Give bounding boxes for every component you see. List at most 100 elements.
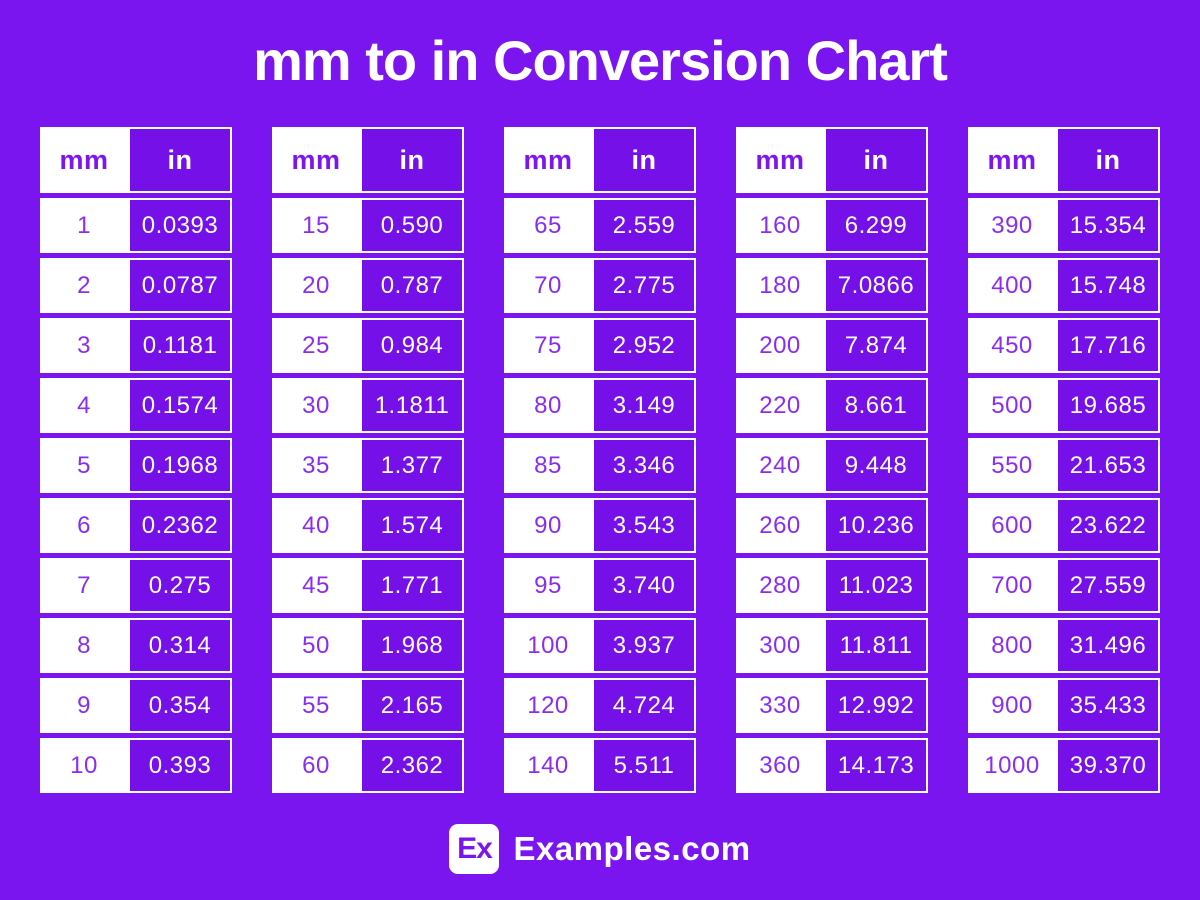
in-value-cell: 3.740 xyxy=(592,558,696,613)
mm-value-cell: 55 xyxy=(272,678,360,733)
examples-logo: Ex xyxy=(449,824,500,874)
conversion-table-5: mm in 390 15.354 400 15.748 450 17.716 500 19.685… xyxy=(968,127,1160,793)
mm-value-cell: 50 xyxy=(272,618,360,673)
mm-value-cell: 800 xyxy=(968,618,1056,673)
in-value-cell: 1.574 xyxy=(360,498,464,553)
in-value-cell: 0.2362 xyxy=(128,498,232,553)
in-value-cell: 0.275 xyxy=(128,558,232,613)
mm-value-cell: 100 xyxy=(504,618,592,673)
mm-value-cell: 6 xyxy=(40,498,128,553)
mm-value-cell: 360 xyxy=(736,738,824,793)
mm-value-cell: 1000 xyxy=(968,738,1056,793)
in-value-cell: 3.937 xyxy=(592,618,696,673)
in-value-cell: 15.748 xyxy=(1056,258,1160,313)
in-value-cell: 6.299 xyxy=(824,198,928,253)
in-value-cell: 1.771 xyxy=(360,558,464,613)
in-value-cell: 7.874 xyxy=(824,318,928,373)
in-value-cell: 0.393 xyxy=(128,738,232,793)
in-value-cell: 3.149 xyxy=(592,378,696,433)
mm-value-cell: 3 xyxy=(40,318,128,373)
mm-value-cell: 30 xyxy=(272,378,360,433)
in-column-header: in xyxy=(824,127,928,193)
in-value-cell: 17.716 xyxy=(1056,318,1160,373)
mm-value-cell: 4 xyxy=(40,378,128,433)
mm-value-cell: 500 xyxy=(968,378,1056,433)
in-value-cell: 4.724 xyxy=(592,678,696,733)
mm-value-cell: 140 xyxy=(504,738,592,793)
mm-value-cell: 90 xyxy=(504,498,592,553)
mm-value-cell: 700 xyxy=(968,558,1056,613)
mm-value-cell: 330 xyxy=(736,678,824,733)
mm-value-cell: 20 xyxy=(272,258,360,313)
in-value-cell: 2.559 xyxy=(592,198,696,253)
in-column-header: in xyxy=(1056,127,1160,193)
in-value-cell: 10.236 xyxy=(824,498,928,553)
in-value-cell: 7.0866 xyxy=(824,258,928,313)
in-value-cell: 0.0787 xyxy=(128,258,232,313)
in-value-cell: 1.1811 xyxy=(360,378,464,433)
in-column-header: in xyxy=(360,127,464,193)
mm-value-cell: 80 xyxy=(504,378,592,433)
mm-column-header: mm xyxy=(736,127,824,193)
in-value-cell: 0.1181 xyxy=(128,318,232,373)
in-value-cell: 2.775 xyxy=(592,258,696,313)
in-value-cell: 5.511 xyxy=(592,738,696,793)
in-value-cell: 0.590 xyxy=(360,198,464,253)
mm-value-cell: 200 xyxy=(736,318,824,373)
in-value-cell: 0.787 xyxy=(360,258,464,313)
mm-value-cell: 95 xyxy=(504,558,592,613)
conversion-table-4: mm in 160 6.299 180 7.0866 200 7.874 220 8.661 240… xyxy=(736,127,928,793)
mm-column-header: mm xyxy=(968,127,1056,193)
in-column-header: in xyxy=(592,127,696,193)
in-value-cell: 23.622 xyxy=(1056,498,1160,553)
conversion-table-1: mm in 1 0.0393 2 0.0787 3 0.1181 4 0.1574 5 0.1968 6… xyxy=(40,127,232,793)
in-value-cell: 0.0393 xyxy=(128,198,232,253)
mm-value-cell: 280 xyxy=(736,558,824,613)
in-column-header: in xyxy=(128,127,232,193)
mm-value-cell: 15 xyxy=(272,198,360,253)
mm-value-cell: 450 xyxy=(968,318,1056,373)
mm-value-cell: 180 xyxy=(736,258,824,313)
conversion-table-2: mm in 15 0.590 20 0.787 25 0.984 30 1.1811 35 1.377… xyxy=(272,127,464,793)
site-name: Examples.com xyxy=(513,830,751,867)
mm-value-cell: 75 xyxy=(504,318,592,373)
in-value-cell: 21.653 xyxy=(1056,438,1160,493)
mm-value-cell: 25 xyxy=(272,318,360,373)
tables-container: mm in 1 0.0393 2 0.0787 3 0.1181 4 0.1574 5 0.1968 6… xyxy=(0,127,1200,793)
mm-value-cell: 60 xyxy=(272,738,360,793)
in-value-cell: 2.362 xyxy=(360,738,464,793)
in-value-cell: 11.811 xyxy=(824,618,928,673)
in-value-cell: 19.685 xyxy=(1056,378,1160,433)
in-value-cell: 0.984 xyxy=(360,318,464,373)
logo-text: Ex xyxy=(457,832,493,865)
mm-value-cell: 1 xyxy=(40,198,128,253)
in-value-cell: 1.968 xyxy=(360,618,464,673)
page-title: mm to in Conversion Chart xyxy=(253,29,948,92)
mm-value-cell: 45 xyxy=(272,558,360,613)
in-value-cell: 27.559 xyxy=(1056,558,1160,613)
mm-value-cell: 85 xyxy=(504,438,592,493)
in-value-cell: 15.354 xyxy=(1056,198,1160,253)
mm-value-cell: 240 xyxy=(736,438,824,493)
mm-column-header: mm xyxy=(272,127,360,193)
mm-value-cell: 5 xyxy=(40,438,128,493)
mm-value-cell: 600 xyxy=(968,498,1056,553)
in-value-cell: 31.496 xyxy=(1056,618,1160,673)
in-value-cell: 3.543 xyxy=(592,498,696,553)
mm-value-cell: 9 xyxy=(40,678,128,733)
in-value-cell: 2.165 xyxy=(360,678,464,733)
in-value-cell: 2.952 xyxy=(592,318,696,373)
in-value-cell: 35.433 xyxy=(1056,678,1160,733)
in-value-cell: 0.314 xyxy=(128,618,232,673)
mm-value-cell: 40 xyxy=(272,498,360,553)
mm-value-cell: 8 xyxy=(40,618,128,673)
mm-value-cell: 400 xyxy=(968,258,1056,313)
mm-value-cell: 390 xyxy=(968,198,1056,253)
conversion-table-3: mm in 65 2.559 70 2.775 75 2.952 80 3.149 85 3.346 9… xyxy=(504,127,696,793)
in-value-cell: 0.354 xyxy=(128,678,232,733)
mm-value-cell: 900 xyxy=(968,678,1056,733)
in-value-cell: 3.346 xyxy=(592,438,696,493)
in-value-cell: 39.370 xyxy=(1056,738,1160,793)
in-value-cell: 12.992 xyxy=(824,678,928,733)
in-value-cell: 1.377 xyxy=(360,438,464,493)
